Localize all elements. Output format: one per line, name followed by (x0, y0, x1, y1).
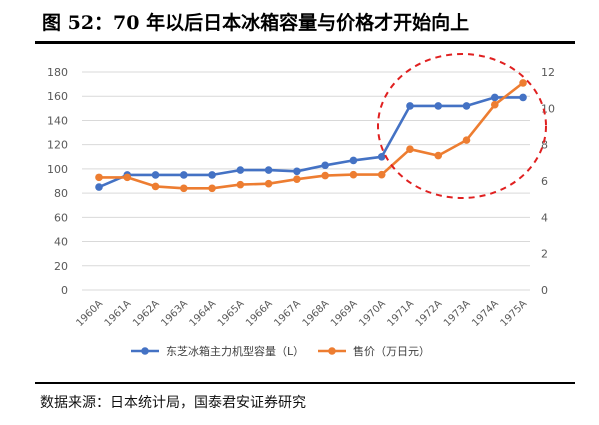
series-2-point (406, 145, 414, 154)
series-lines (98, 81, 524, 190)
left-axis-ticks: 0 20 40 60 80 100 120 140 160 180 (47, 66, 68, 297)
series-1-point (490, 93, 499, 102)
series-points (95, 79, 527, 193)
series-1-point (406, 102, 414, 110)
gridlines (82, 71, 530, 291)
right-tick-label: 4 (541, 211, 548, 224)
right-tick-label: 8 (541, 139, 548, 152)
series-1-point (208, 171, 216, 179)
legend-swatch-marker (328, 347, 336, 355)
series-2-point (490, 100, 499, 109)
series-1-point (377, 152, 386, 161)
series-2-point (377, 170, 386, 179)
series-line-1 (98, 96, 523, 189)
series-2-point (236, 180, 245, 189)
series-2-point (349, 170, 358, 179)
highlight-ellipse (377, 53, 547, 199)
right-tick-label: 6 (541, 175, 548, 188)
series-1-point (95, 183, 103, 191)
series-1-point (462, 102, 471, 110)
series-1-point (236, 166, 245, 174)
series-1-point (321, 161, 329, 170)
category-tick-label: 1967A (272, 298, 303, 329)
series-2-point (180, 184, 188, 193)
series-2-point (293, 175, 301, 183)
series-2-point (95, 173, 103, 182)
legend-label: 东芝冰箱主力机型容量（L） (166, 344, 304, 358)
category-tick-label: 1974A (470, 298, 501, 329)
right-tick-label: 10 (541, 102, 555, 115)
left-tick-label: 100 (47, 163, 68, 176)
series-line-2 (99, 81, 524, 190)
series-1-point (293, 167, 301, 176)
category-tick-label: 1968A (301, 298, 332, 329)
title-rule (35, 41, 575, 44)
left-tick-label: 160 (47, 90, 68, 103)
category-tick-label: 1972A (414, 298, 445, 329)
left-tick-label: 60 (54, 211, 68, 224)
series-1-point (519, 93, 527, 102)
category-tick-label: 1960A (75, 298, 106, 329)
series-1-point (349, 156, 358, 165)
left-tick-label: 120 (47, 139, 68, 152)
series-2-point (462, 136, 471, 144)
left-tick-label: 140 (47, 114, 68, 127)
category-tick-label: 1973A (442, 298, 473, 329)
left-tick-label: 80 (54, 187, 68, 200)
left-tick-label: 20 (54, 260, 68, 273)
category-tick-label: 1975A (499, 298, 530, 329)
right-tick-label: 12 (541, 66, 555, 79)
series-2-point (519, 79, 527, 87)
category-tick-label: 1965A (216, 298, 247, 329)
category-tick-label: 1964A (188, 298, 219, 329)
left-tick-label: 180 (47, 66, 68, 79)
legend-swatch-marker (141, 347, 149, 355)
category-tick-label: 1971A (385, 298, 416, 329)
category-tick-label: 1963A (159, 298, 190, 329)
category-tick-label: 1970A (357, 298, 388, 329)
series-1-point (151, 171, 160, 179)
legend: 东芝冰箱主力机型容量（L） 售价（万日元） (131, 344, 430, 358)
series-2-point (264, 179, 273, 188)
right-tick-label: 0 (541, 284, 548, 297)
page-title: 图 52：70 年以后日本冰箱容量与价格才开始向上 (42, 12, 470, 34)
left-tick-label: 40 (54, 236, 68, 249)
series-2-point (123, 173, 132, 182)
source-note: 数据来源：日本统计局，国泰君安证券研究 (40, 395, 306, 411)
source-rule (35, 382, 575, 384)
series-2-point (321, 171, 329, 180)
series-1-point (434, 102, 443, 110)
right-tick-label: 2 (541, 248, 548, 261)
legend-label: 售价（万日元） (353, 344, 430, 358)
right-axis-ticks: 0 2 4 6 8 10 12 (541, 66, 555, 297)
series-1-point (180, 171, 188, 179)
series-1-point (264, 166, 273, 174)
series-2-point (151, 182, 160, 191)
series-2-point (434, 151, 443, 160)
category-axis-ticks: 1960A1961A1962A1963A1964A1965A1966A1967A… (75, 298, 530, 329)
category-tick-label: 1961A (103, 298, 134, 329)
category-tick-label: 1962A (131, 298, 162, 329)
category-tick-label: 1966A (244, 298, 275, 329)
category-tick-label: 1969A (329, 298, 360, 329)
left-tick-label: 0 (61, 284, 68, 297)
series-2-point (208, 184, 216, 193)
